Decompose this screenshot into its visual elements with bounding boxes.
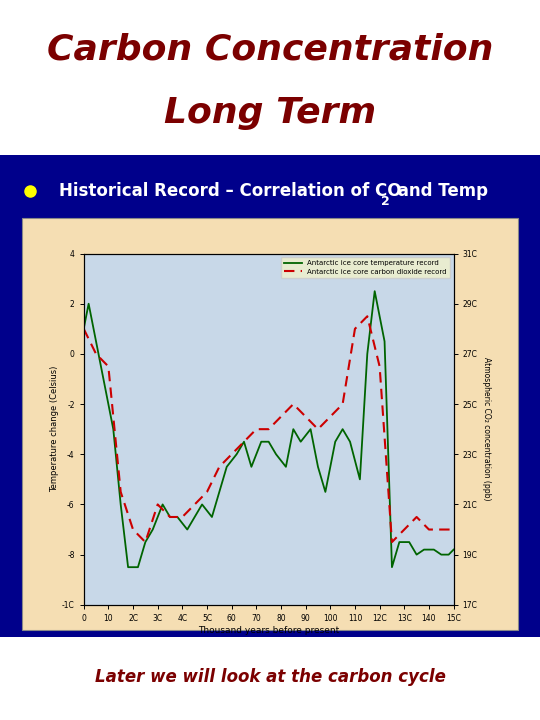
Text: Carbon Concentration: Carbon Concentration <box>47 32 493 66</box>
Text: and Temp: and Temp <box>392 182 488 200</box>
Legend: Antarctic ice core temperature record, Antarctic ice core carbon dioxide record: Antarctic ice core temperature record, A… <box>281 257 450 278</box>
X-axis label: Thousand years before present: Thousand years before present <box>198 626 339 634</box>
Text: Long Term: Long Term <box>164 96 376 130</box>
Y-axis label: Atmospheric CO₂ concentration (ppb): Atmospheric CO₂ concentration (ppb) <box>482 357 491 501</box>
Text: Later we will look at the carbon cycle: Later we will look at the carbon cycle <box>94 668 445 686</box>
Text: 2: 2 <box>381 195 389 208</box>
Text: Historical Record – Correlation of CO: Historical Record – Correlation of CO <box>59 182 402 200</box>
Y-axis label: Temperature change (Celsius): Temperature change (Celsius) <box>50 366 59 492</box>
